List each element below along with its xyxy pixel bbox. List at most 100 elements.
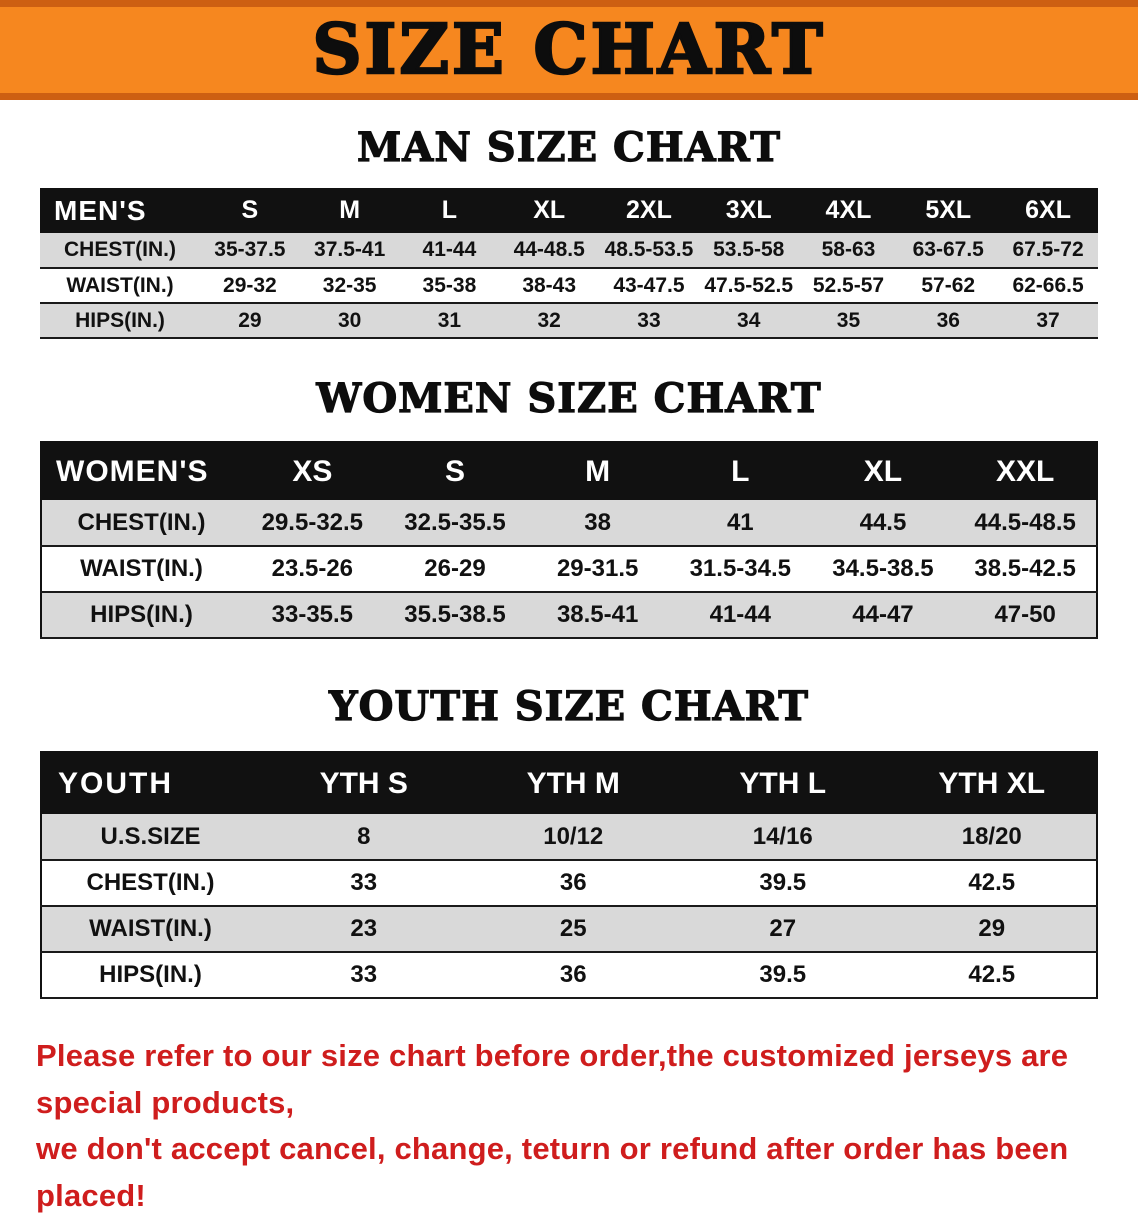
size-column-header: 6XL [998, 188, 1098, 233]
size-cell: 41-44 [668, 592, 812, 639]
size-column-header: YTH L [678, 752, 888, 814]
table-row: U.S.SIZE 8 10/12 14/16 18/20 [41, 814, 1097, 861]
size-column-header: YTH M [468, 752, 678, 814]
row-label: WAIST(IN.) [40, 268, 200, 304]
size-cell: 23.5-26 [241, 546, 384, 593]
size-column-header: S [383, 442, 527, 500]
size-cell: 26-29 [383, 546, 527, 593]
size-cell: 62-66.5 [998, 268, 1098, 304]
size-cell: 38.5-42.5 [954, 546, 1097, 593]
size-cell: 35-38 [399, 268, 500, 304]
size-cell: 41-44 [399, 233, 500, 269]
row-label: HIPS(IN.) [41, 592, 241, 639]
size-cell: 32 [499, 303, 600, 339]
size-cell: 37 [998, 303, 1098, 339]
youth-table-header-row: YOUTH YTH S YTH M YTH L YTH XL [41, 752, 1097, 814]
size-cell: 34 [698, 303, 799, 339]
size-cell: 14/16 [678, 814, 888, 861]
size-cell: 36 [468, 860, 678, 907]
women-section-heading: WOMEN SIZE CHART [316, 375, 822, 422]
women-table-header-row: WOMEN'S XS S M L XL XXL [41, 442, 1097, 500]
table-row: WAIST(IN.) 23.5-26 26-29 29-31.5 31.5-34… [41, 546, 1097, 593]
size-cell: 29 [887, 906, 1097, 953]
table-row: HIPS(IN.) 33-35.5 35.5-38.5 38.5-41 41-4… [41, 592, 1097, 639]
size-cell: 35.5-38.5 [383, 592, 527, 639]
size-column-header: XS [241, 442, 384, 500]
size-cell: 36 [468, 952, 678, 999]
table-row: HIPS(IN.) 29 30 31 32 33 34 35 36 37 [40, 303, 1098, 339]
size-cell: 47.5-52.5 [698, 268, 799, 304]
size-cell: 32.5-35.5 [383, 500, 527, 547]
size-cell: 23 [259, 906, 469, 953]
size-cell: 35-37.5 [200, 233, 300, 269]
size-cell: 32-35 [299, 268, 400, 304]
size-column-header: L [399, 188, 500, 233]
size-column-header: L [668, 442, 812, 500]
table-row: CHEST(IN.) 29.5-32.5 32.5-35.5 38 41 44.… [41, 500, 1097, 547]
size-cell: 36 [898, 303, 999, 339]
size-column-header: XL [811, 442, 955, 500]
size-cell: 44.5 [811, 500, 955, 547]
size-cell: 29 [200, 303, 300, 339]
size-cell: 48.5-53.5 [599, 233, 699, 269]
size-cell: 29-32 [200, 268, 300, 304]
size-cell: 47-50 [954, 592, 1097, 639]
row-label: WAIST(IN.) [41, 546, 241, 593]
youth-size-table: YOUTH YTH S YTH M YTH L YTH XL U.S.SIZE … [40, 751, 1098, 999]
disclaimer-note: Please refer to our size chart before or… [36, 1033, 1138, 1219]
size-cell: 33-35.5 [241, 592, 384, 639]
size-cell: 29.5-32.5 [241, 500, 384, 547]
disclaimer-line-1: Please refer to our size chart before or… [36, 1038, 1069, 1120]
size-cell: 44-48.5 [499, 233, 600, 269]
size-column-header: 3XL [698, 188, 799, 233]
size-column-header: 4XL [798, 188, 899, 233]
row-label: WAIST(IN.) [41, 906, 259, 953]
table-row: WAIST(IN.) 29-32 32-35 35-38 38-43 43-47… [40, 268, 1098, 304]
size-cell: 29-31.5 [526, 546, 669, 593]
size-column-header: 5XL [898, 188, 999, 233]
size-cell: 31.5-34.5 [668, 546, 812, 593]
size-cell: 8 [259, 814, 469, 861]
row-label: CHEST(IN.) [40, 233, 200, 269]
row-label: CHEST(IN.) [41, 500, 241, 547]
size-cell: 10/12 [468, 814, 678, 861]
size-cell: 27 [678, 906, 888, 953]
size-cell: 52.5-57 [798, 268, 899, 304]
row-label: CHEST(IN.) [41, 860, 259, 907]
size-cell: 30 [299, 303, 400, 339]
size-cell: 18/20 [887, 814, 1097, 861]
size-cell: 39.5 [678, 860, 888, 907]
table-row: WAIST(IN.) 23 25 27 29 [41, 906, 1097, 953]
size-cell: 35 [798, 303, 899, 339]
size-column-header: XXL [954, 442, 1097, 500]
size-cell: 63-67.5 [898, 233, 999, 269]
women-table-title-cell: WOMEN'S [41, 442, 241, 500]
size-cell: 41 [668, 500, 812, 547]
men-table-title-cell: MEN'S [40, 188, 200, 233]
women-size-table: WOMEN'S XS S M L XL XXL CHEST(IN.) 29.5-… [40, 441, 1098, 639]
size-cell: 39.5 [678, 952, 888, 999]
size-cell: 33 [259, 860, 469, 907]
size-column-header: M [299, 188, 400, 233]
size-cell: 57-62 [898, 268, 999, 304]
men-table-header-row: MEN'S S M L XL 2XL 3XL 4XL 5XL 6XL [40, 188, 1098, 233]
table-row: CHEST(IN.) 33 36 39.5 42.5 [41, 860, 1097, 907]
size-cell: 38 [526, 500, 669, 547]
size-cell: 33 [599, 303, 699, 339]
size-cell: 43-47.5 [599, 268, 699, 304]
size-cell: 34.5-38.5 [811, 546, 955, 593]
row-label: HIPS(IN.) [40, 303, 200, 339]
men-section-heading: MAN SIZE CHART [356, 124, 781, 171]
size-column-header: YTH S [259, 752, 469, 814]
row-label: U.S.SIZE [41, 814, 259, 861]
size-cell: 53.5-58 [698, 233, 799, 269]
size-cell: 67.5-72 [998, 233, 1098, 269]
men-size-table: MEN'S S M L XL 2XL 3XL 4XL 5XL 6XL CHEST… [40, 188, 1098, 339]
size-cell: 37.5-41 [299, 233, 400, 269]
size-cell: 42.5 [887, 952, 1097, 999]
size-column-header: XL [499, 188, 600, 233]
table-row: CHEST(IN.) 35-37.5 37.5-41 41-44 44-48.5… [40, 233, 1098, 269]
size-cell: 42.5 [887, 860, 1097, 907]
size-cell: 58-63 [798, 233, 899, 269]
